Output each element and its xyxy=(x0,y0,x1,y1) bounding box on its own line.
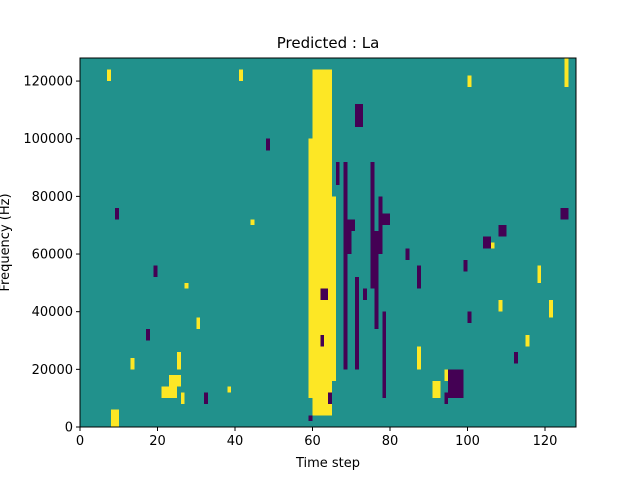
heatmap-cell-high xyxy=(238,69,243,82)
heatmap-cell-low xyxy=(370,161,375,289)
heatmap-cell-low xyxy=(308,415,313,422)
x-tick-label: 120 xyxy=(533,434,558,449)
heatmap-cell-high xyxy=(130,357,135,370)
heatmap-cell-high xyxy=(308,138,313,399)
heatmap-cell-low xyxy=(444,392,449,404)
heatmap-cell-high xyxy=(444,369,449,381)
heatmap-cell-high xyxy=(312,69,332,416)
heatmap-cell-low xyxy=(328,392,332,404)
heatmap-cell-low xyxy=(204,392,208,404)
heatmap-cell-high xyxy=(331,196,336,381)
heatmap-cell-low xyxy=(514,352,518,364)
heatmap-cell-low xyxy=(483,236,491,249)
y-tick-label: 80000 xyxy=(32,190,73,205)
plot-area xyxy=(80,58,576,427)
heatmap-cell-high xyxy=(169,375,181,387)
heatmap-cell-high xyxy=(250,219,255,226)
x-tick-label: 40 xyxy=(227,434,244,449)
y-tick-label: 100000 xyxy=(23,132,73,147)
y-tick-label: 20000 xyxy=(32,363,73,378)
heatmap-cell-high xyxy=(525,334,530,347)
heatmap-cell-high xyxy=(432,380,441,399)
heatmap-cell-high xyxy=(490,242,495,249)
y-tick-label: 120000 xyxy=(23,75,73,90)
y-tick-label: 60000 xyxy=(32,248,73,263)
heatmap-cell-high xyxy=(417,346,421,370)
heatmap-cell-low xyxy=(467,311,472,324)
heatmap-cell-high xyxy=(184,282,189,289)
x-tick-label: 60 xyxy=(304,434,321,449)
x-axis-title: Time step xyxy=(295,456,360,471)
heatmap-cell-low xyxy=(145,328,150,341)
heatmap-cell-high xyxy=(111,409,119,427)
heatmap-cell-low xyxy=(382,213,390,226)
heatmap-cell-low xyxy=(351,219,356,231)
heatmap-cell-low xyxy=(378,196,383,255)
heatmap-cell-low xyxy=(153,265,158,278)
heatmap-cell-high xyxy=(180,392,185,404)
heatmap-cell-low xyxy=(335,161,340,185)
y-axis-title: Frequency (Hz) xyxy=(0,193,13,291)
heatmap-cell-high xyxy=(537,265,542,283)
heatmap-cell-low xyxy=(347,219,352,255)
heatmap-cell-high xyxy=(498,300,503,312)
plot-frame xyxy=(79,57,577,428)
heatmap-cell-high xyxy=(316,109,325,139)
heatmap-cell-low xyxy=(405,248,410,260)
heatmap-cell-low xyxy=(355,277,359,370)
heatmap-cell-low xyxy=(560,207,569,220)
heatmap-cell-low xyxy=(266,138,270,151)
chart-title: Predicted : La xyxy=(277,34,380,52)
heatmap-cell-high xyxy=(196,317,201,329)
heatmap-cell-low xyxy=(114,207,119,220)
x-tick-label: 0 xyxy=(76,434,84,449)
heatmap-cell-low xyxy=(463,259,468,272)
y-tick-label: 40000 xyxy=(32,305,73,320)
heatmap-cell-low xyxy=(320,334,325,347)
heatmap-cell-high xyxy=(467,75,472,87)
y-axis: 0 20000 40000 60000 80000 100000 120000 xyxy=(23,75,80,436)
heatmap-cell-low xyxy=(343,161,348,370)
heatmap-cell-high xyxy=(161,386,177,399)
heatmap-cell-high xyxy=(227,386,232,393)
heatmap-cell-low xyxy=(417,265,421,289)
x-tick-label: 20 xyxy=(149,434,166,449)
heatmap-cell-low xyxy=(382,311,387,399)
heatmap-cell-low xyxy=(362,288,367,301)
heatmap-cell-high xyxy=(107,69,111,82)
heatmap-cell-low xyxy=(448,369,464,399)
x-axis: 0 20 40 60 80 100 120 xyxy=(76,427,558,449)
y-tick-label: 0 xyxy=(65,421,73,436)
heatmap-cell-high xyxy=(564,58,569,87)
heatmap-cell-low xyxy=(374,230,379,329)
heatmap-cell-low xyxy=(498,225,507,237)
heatmap-cell-high xyxy=(176,352,181,370)
heatmap-cell-low xyxy=(355,104,363,128)
x-tick-label: 80 xyxy=(382,434,399,449)
heatmap-cell-low xyxy=(320,288,328,301)
heatmap-cell-high xyxy=(548,300,553,318)
x-tick-label: 100 xyxy=(455,434,480,449)
